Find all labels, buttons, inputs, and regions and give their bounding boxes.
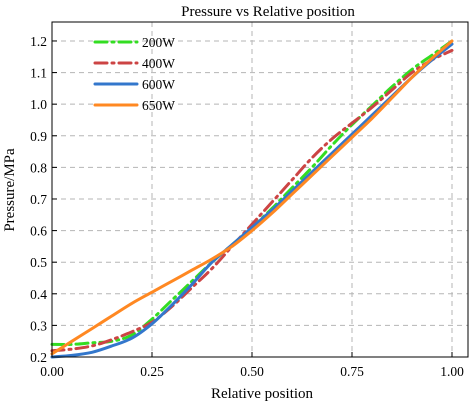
legend-label-400W: 400W (142, 56, 175, 71)
y-tick-label: 1.2 (30, 34, 47, 49)
legend: 200W 400W 600W 650W (93, 35, 175, 113)
grid (51, 22, 468, 358)
y-tick-label: 0.3 (30, 318, 47, 333)
x-tick-label: 0.75 (340, 364, 364, 379)
x-tick-label: 1.00 (440, 364, 464, 379)
y-tick-labels: 0.2 0.3 0.4 0.5 0.6 0.7 0.8 0.9 1.0 1.1 1.2 (30, 34, 47, 365)
y-tick-label: 0.8 (30, 160, 47, 175)
y-tick-label: 1.1 (30, 66, 47, 81)
series-line-650W (50, 39, 454, 356)
x-tick-label: 0.00 (40, 364, 64, 379)
x-tick-labels: 0.00 0.25 0.50 0.75 1.00 (40, 364, 464, 379)
legend-label-650W: 650W (142, 98, 175, 113)
chart-title: Pressure vs Relative position (181, 4, 355, 20)
x-tick-label: 0.50 (240, 364, 264, 379)
series-line-400W (50, 48, 454, 353)
legend-label-200W: 200W (142, 35, 175, 50)
series-layer (50, 39, 454, 359)
y-tick-label: 0.2 (30, 350, 47, 365)
y-axis-label: Pressure/MPa (2, 148, 18, 232)
y-tick-label: 1.0 (30, 97, 47, 112)
x-tick-label: 0.25 (140, 364, 164, 379)
y-tick-label: 0.9 (30, 129, 47, 144)
x-axis-label: Relative position (211, 386, 314, 402)
legend-label-600W: 600W (142, 77, 175, 92)
y-tick-label: 0.4 (30, 287, 47, 302)
y-tick-label: 0.5 (30, 255, 47, 270)
plot-frame (51, 21, 469, 358)
y-tick-label: 0.6 (30, 224, 47, 239)
y-tick-label: 0.7 (30, 192, 47, 207)
